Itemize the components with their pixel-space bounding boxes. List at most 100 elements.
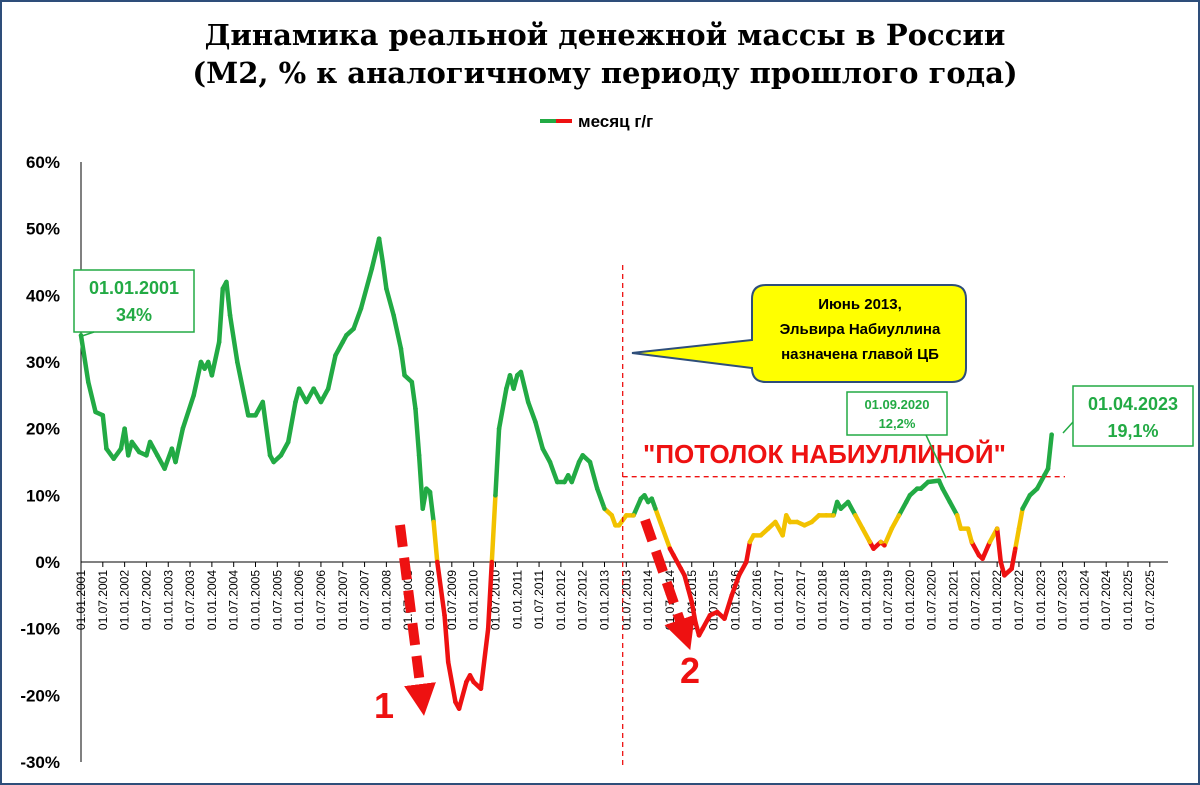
data-point — [838, 506, 844, 511]
x-tick-label: 01.07.2023 — [1056, 570, 1070, 630]
data-point — [609, 513, 614, 518]
data-point — [1027, 493, 1033, 498]
data-point — [925, 479, 931, 485]
x-tick-label: 01.01.2006 — [292, 570, 306, 630]
x-tick-label: 01.07.2004 — [227, 570, 241, 630]
data-point — [631, 513, 636, 518]
data-point — [682, 573, 687, 578]
annotation-start-leader — [81, 331, 95, 337]
data-point — [504, 386, 509, 391]
series-segment — [325, 353, 338, 391]
x-tick-label: 01.01.2007 — [336, 570, 350, 630]
data-point — [722, 616, 727, 621]
x-tick-label: 01.07.2017 — [794, 570, 808, 630]
data-point — [104, 446, 109, 451]
data-point — [431, 519, 436, 525]
series-segment — [100, 413, 109, 451]
series-segment — [729, 573, 742, 598]
data-point — [540, 446, 545, 451]
data-point — [1042, 473, 1047, 478]
series-segment — [533, 419, 545, 451]
data-point — [206, 359, 211, 365]
series-segment — [1016, 506, 1025, 531]
x-tick-label: 01.07.2020 — [925, 570, 939, 630]
y-axis: 60% 50% 40% 30% 20% 10% 0% -10% -20% -30% — [20, 153, 60, 772]
data-point — [376, 236, 382, 241]
series-segment — [493, 426, 502, 498]
x-tick-label: 01.07.2006 — [314, 570, 328, 630]
series-segment — [682, 573, 691, 591]
crash-marker-2: 2 — [680, 650, 700, 691]
data-point — [565, 473, 571, 478]
data-point — [1013, 546, 1018, 551]
series-segment — [980, 539, 993, 561]
data-point — [845, 499, 851, 505]
series-segment — [685, 586, 695, 605]
data-point — [853, 513, 858, 518]
x-tick-label: 01.07.2012 — [576, 570, 590, 630]
y-tick-label: 10% — [26, 486, 60, 505]
series-segment — [736, 559, 749, 578]
series-segment — [540, 446, 553, 465]
data-point — [293, 399, 298, 405]
data-point — [696, 633, 702, 638]
data-point — [424, 486, 429, 491]
annotation-last-value: 19,1% — [1107, 421, 1158, 441]
data-point — [318, 399, 324, 405]
data-point — [547, 459, 553, 465]
series-segment — [671, 553, 684, 571]
data-point — [100, 413, 106, 418]
data-point — [580, 453, 585, 458]
series-segment — [547, 459, 560, 485]
data-point — [780, 533, 785, 538]
data-point — [169, 446, 175, 451]
data-point — [351, 326, 356, 331]
x-tick-label: 01.01.2017 — [772, 570, 786, 630]
data-point — [144, 453, 149, 458]
data-point — [253, 413, 258, 418]
data-point — [216, 339, 222, 345]
data-point — [645, 499, 651, 505]
data-point — [496, 426, 502, 431]
data-point — [889, 526, 894, 531]
data-point — [816, 513, 822, 518]
data-point — [638, 496, 644, 501]
data-point — [409, 379, 415, 385]
data-point — [511, 386, 516, 391]
series-segment — [380, 259, 389, 291]
data-point — [93, 409, 98, 415]
series-segment — [722, 593, 734, 621]
data-point — [624, 513, 629, 518]
data-point — [904, 499, 909, 505]
series-segment — [1034, 473, 1047, 491]
series-segment — [78, 333, 91, 385]
series-segment — [954, 513, 964, 531]
data-point — [118, 446, 124, 451]
series-segment — [216, 286, 226, 345]
data-point — [358, 306, 364, 311]
data-point — [435, 559, 440, 565]
data-point — [1020, 506, 1025, 511]
annotation-peak-date: 01.09.2020 — [864, 397, 929, 412]
series-segment — [180, 393, 196, 431]
series-segment — [969, 539, 982, 558]
data-point — [246, 413, 251, 418]
data-point — [1009, 566, 1014, 571]
series-segment — [587, 459, 600, 491]
series-segment — [845, 499, 858, 518]
data-point — [1016, 526, 1022, 531]
annotation-peak-value: 12,2% — [879, 416, 916, 431]
x-tick-label: 01.01.2004 — [205, 570, 219, 630]
data-point — [122, 426, 127, 431]
series-segment — [700, 613, 713, 631]
data-point — [976, 553, 982, 558]
series-segment — [445, 659, 458, 705]
series-segment — [1020, 493, 1033, 511]
data-point — [871, 546, 876, 551]
x-tick-label: 01.01.2022 — [990, 570, 1004, 630]
data-point — [809, 519, 814, 525]
data-point — [278, 453, 284, 458]
y-tick-label: -10% — [20, 620, 60, 639]
data-point — [198, 359, 204, 365]
